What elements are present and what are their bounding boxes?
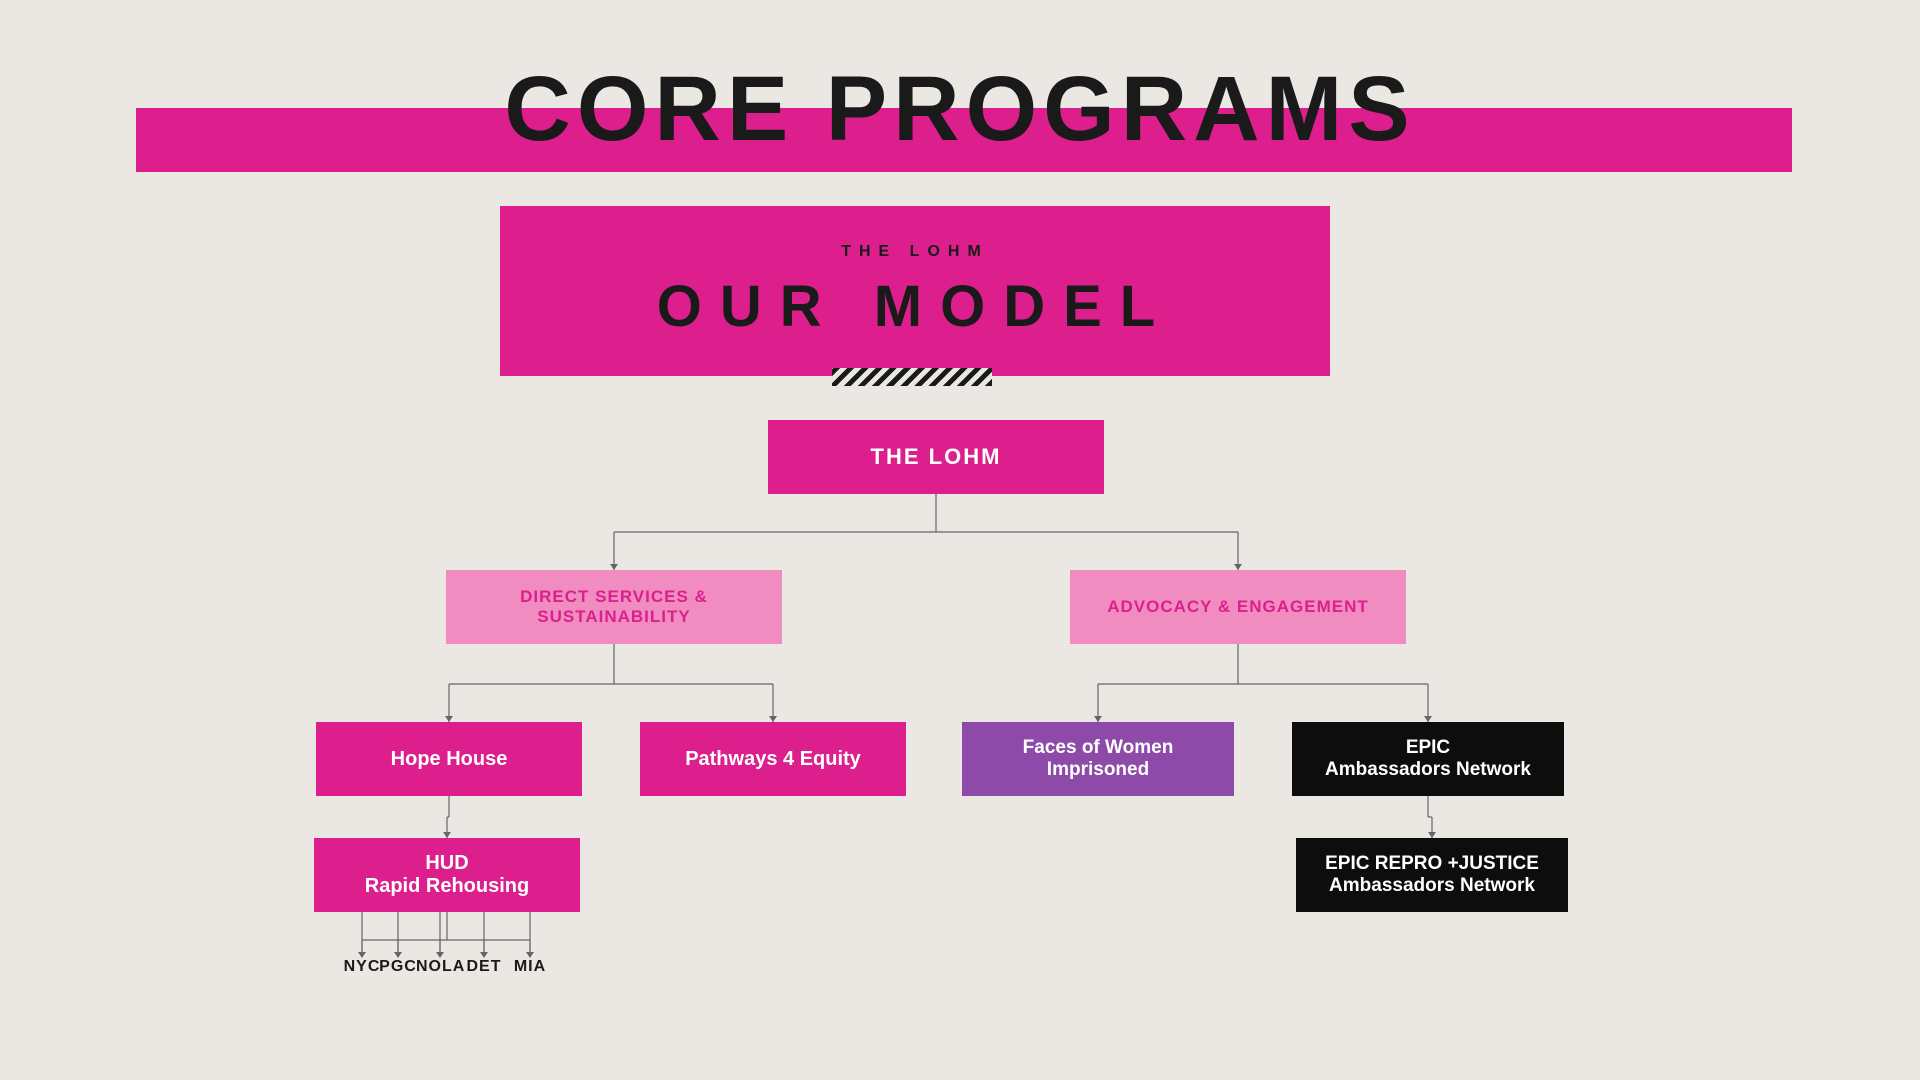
node-hope-house: Hope House [316,722,582,796]
node-epic-repro-label: EPIC REPRO +JUSTICE [1325,853,1539,875]
leaf-mia: MIA [506,958,554,976]
model-title: OUR MODEL [657,273,1173,340]
node-advocacy: ADVOCACY & ENGAGEMENT [1070,570,1406,644]
model-banner: THE LOHM OUR MODEL [500,206,1330,376]
node-hud: HUDRapid Rehousing [314,838,580,912]
node-epic-ambassadors-label2: Ambassadors Network [1325,759,1531,781]
node-epic-ambassadors-label: EPIC [1406,737,1450,759]
leaf-det: DET [460,958,508,976]
node-epic-ambassadors: EPICAmbassadors Network [1292,722,1564,796]
node-hope-house-label: Hope House [391,748,508,771]
page-title: CORE PROGRAMS [504,57,1415,162]
node-direct-services: DIRECT SERVICES &SUSTAINABILITY [446,570,782,644]
node-faces-women: Faces of Women Imprisoned [962,722,1234,796]
node-direct-services-label: DIRECT SERVICES & [520,587,708,607]
node-root-label: THE LOHM [871,444,1002,470]
hatched-stripe [832,368,992,386]
node-hud-label2: Rapid Rehousing [365,875,529,898]
model-subtitle: THE LOHM [841,243,989,261]
node-advocacy-label: ADVOCACY & ENGAGEMENT [1107,597,1369,617]
node-epic-repro: EPIC REPRO +JUSTICEAmbassadors Network [1296,838,1568,912]
node-faces-women-label: Faces of Women Imprisoned [978,737,1218,781]
leaf-nola: NOLA [416,958,464,976]
node-direct-services-label2: SUSTAINABILITY [537,607,690,627]
node-root: THE LOHM [768,420,1104,494]
node-pathways-label: Pathways 4 Equity [685,748,861,771]
node-hud-label: HUD [425,852,468,875]
node-pathways: Pathways 4 Equity [640,722,906,796]
node-epic-repro-label2: Ambassadors Network [1329,875,1535,897]
leaf-pgc: PGC [374,958,422,976]
